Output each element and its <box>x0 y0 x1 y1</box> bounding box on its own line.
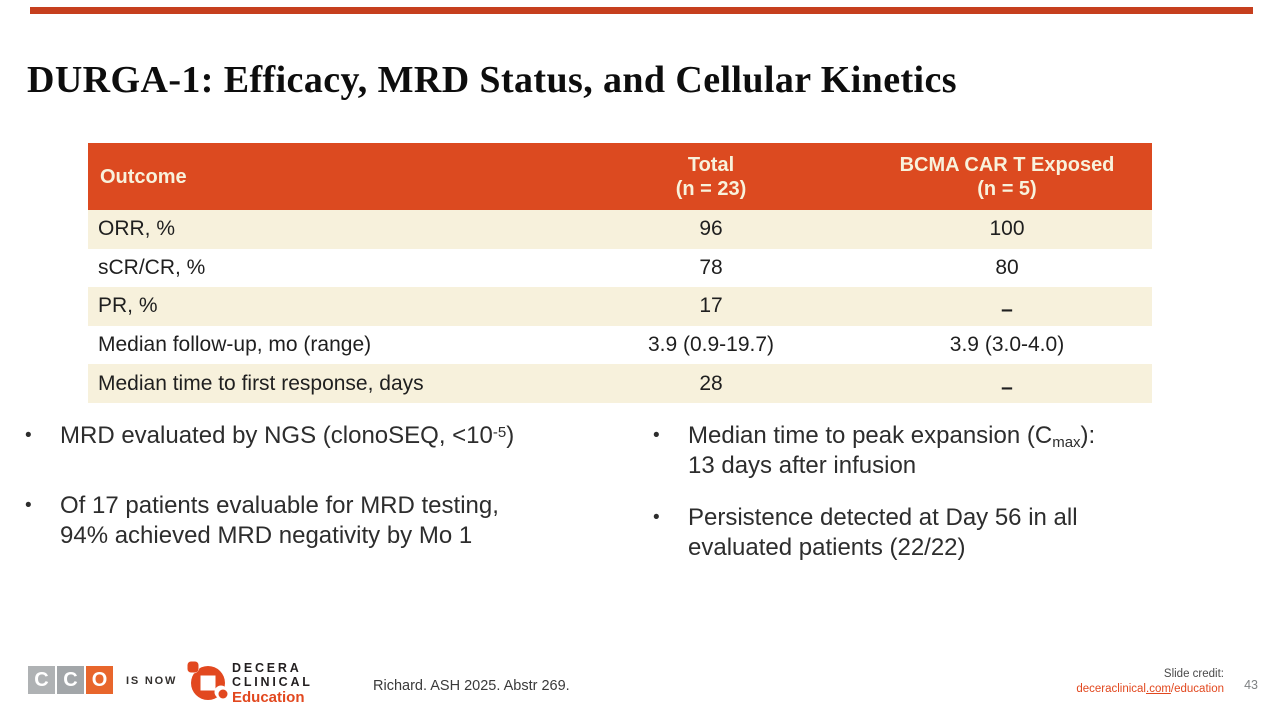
decera-name-line: DECERA <box>232 661 302 675</box>
page-number: 43 <box>1244 678 1258 692</box>
column-header-bcma-car-t-exposed: BCMA CAR T Exposed (n = 5) <box>899 153 1115 200</box>
bullet-marker: • <box>25 495 32 516</box>
dash-value: – <box>1001 298 1013 322</box>
slide-credit-link[interactable]: deceraclinical.com/education <box>1076 683 1224 695</box>
subscript-max: max <box>1052 434 1081 451</box>
bullet-text: MRD evaluated by NGS (clonoSEQ, <10-5) <box>60 422 515 449</box>
cell-outcome: Median follow-up, mo (range) <box>98 333 372 357</box>
bullet-item-mrd-negativity: • Of 17 patients evaluable for MRD testi… <box>25 491 637 551</box>
cell-outcome: PR, % <box>98 294 158 318</box>
cco-logo-letter: O <box>86 666 113 694</box>
cell-bcma: – <box>862 287 1152 326</box>
bullet-item-persistence: • Persistence detected at Day 56 in all … <box>653 503 1178 563</box>
efficacy-table: Outcome Total (n = 23) BCMA CAR T Expose… <box>88 143 1152 403</box>
bullet-marker: • <box>653 507 660 528</box>
bullet-marker: • <box>25 425 32 446</box>
is-now-label: IS NOW <box>126 675 178 687</box>
bullet-text: Persistence detected at Day 56 in all ev… <box>688 504 1078 561</box>
cell-bcma: 80 <box>995 255 1019 279</box>
bullet-item-peak-expansion: • Median time to peak expansion (Cmax): … <box>653 421 1178 481</box>
table-header-row: Outcome Total (n = 23) BCMA CAR T Expose… <box>88 143 1152 210</box>
slide-credit-block: Slide credit: deceraclinical.com/educati… <box>1076 667 1224 696</box>
decera-tagline: Education <box>232 689 305 706</box>
cell-total: 17 <box>699 294 723 318</box>
superscript-exponent: -5 <box>492 424 507 441</box>
column-header-outcome: Outcome <box>100 165 187 188</box>
decera-name-line: CLINICAL <box>232 675 313 689</box>
cell-total: 3.9 (0.9-19.7) <box>647 333 775 357</box>
column-header-total: Total (n = 23) <box>675 153 747 200</box>
table-row: Median time to first response, days 28 – <box>88 364 1152 403</box>
bullet-text: Median time to peak expansion (Cmax): 13… <box>688 422 1096 479</box>
cell-total: 28 <box>699 371 723 395</box>
slide-title: DURGA-1: Efficacy, MRD Status, and Cellu… <box>27 59 957 101</box>
table-row: PR, % 17 – <box>88 287 1152 326</box>
source-citation: Richard. ASH 2025. Abstr 269. <box>373 678 570 694</box>
cell-bcma: – <box>862 364 1152 403</box>
decera-logo-icon <box>186 660 228 700</box>
cell-total: 78 <box>699 255 723 279</box>
cco-logo-letter: C <box>28 666 55 694</box>
dash-value: – <box>1001 375 1013 399</box>
cell-outcome: ORR, % <box>98 217 176 241</box>
table-row: ORR, % 96 100 <box>88 210 1152 249</box>
table-row: Median follow-up, mo (range) 3.9 (0.9-19… <box>88 325 1152 365</box>
decera-logo-text: DECERA CLINICAL Education <box>232 661 313 706</box>
bullet-marker: • <box>653 425 660 446</box>
bullet-list-right: • Median time to peak expansion (Cmax): … <box>653 421 1178 563</box>
bullet-item-mrd-ngs: • MRD evaluated by NGS (clonoSEQ, <10-5) <box>25 421 637 451</box>
cell-outcome: sCR/CR, % <box>98 255 206 279</box>
cell-bcma: 100 <box>989 217 1025 241</box>
bullet-text: Of 17 patients evaluable for MRD testing… <box>60 492 499 549</box>
cell-bcma: 3.9 (3.0-4.0) <box>949 333 1065 357</box>
cco-logo: C C O <box>28 666 113 694</box>
cell-total: 96 <box>699 217 723 241</box>
cco-logo-letter: C <box>57 666 84 694</box>
bullet-list-left: • MRD evaluated by NGS (clonoSEQ, <10-5)… <box>25 421 637 551</box>
slide-credit-label: Slide credit: <box>1163 668 1224 680</box>
cell-outcome: Median time to first response, days <box>98 371 424 395</box>
top-accent-bar <box>30 7 1253 14</box>
table-row: sCR/CR, % 78 80 <box>88 248 1152 288</box>
